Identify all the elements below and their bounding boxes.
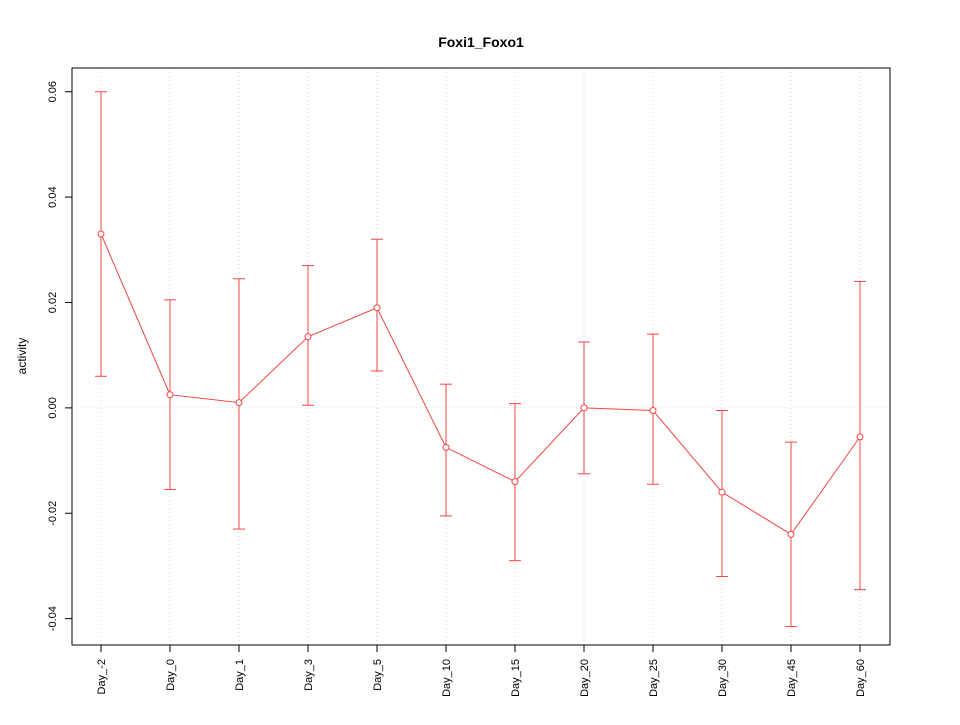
data-point [718,488,726,496]
x-tick-label: Day_5 [372,659,384,691]
chart-title: Foxi1_Foxo1 [438,34,524,50]
x-tick-label: Day_10 [441,659,453,697]
y-tick-label: 0.02 [47,292,59,313]
x-tick-label: Day_25 [648,659,660,697]
x-tick-label: Day_15 [510,659,522,697]
plot-border [71,67,891,646]
data-series [95,91,866,628]
y-tick-label: 0.06 [47,81,59,102]
y-tick-label: 0.00 [47,397,59,418]
y-tick-label: -0.02 [47,501,59,526]
x-tick-label: Day_30 [717,659,729,697]
y-axis-label: activity [15,338,29,375]
gridlines [72,68,890,645]
data-point [235,399,243,407]
data-point [373,304,381,312]
x-tick-label: Day_1 [234,659,246,691]
data-point [787,530,795,538]
data-point [442,443,450,451]
data-point [856,433,864,441]
data-point [511,478,519,486]
series-line [100,233,861,536]
y-tick-label: -0.04 [47,606,59,631]
x-tick-label: Day_60 [855,659,867,697]
data-point [97,230,105,238]
data-point [166,391,174,399]
y-tick-label: 0.04 [47,186,59,207]
x-tick-label: Day_20 [579,659,591,697]
x-tick-label: Day_-2 [96,659,108,694]
x-tick-label: Day_45 [786,659,798,697]
axes: -0.04 -0.02 0.00 0.02 0.04 0.06 Day_-2 Day_0 Day… [47,81,867,697]
data-point [580,404,588,412]
data-point [304,333,312,341]
x-tick-label: Day_3 [303,659,315,691]
data-point [649,407,657,415]
x-tick-label: Day_0 [165,659,177,691]
